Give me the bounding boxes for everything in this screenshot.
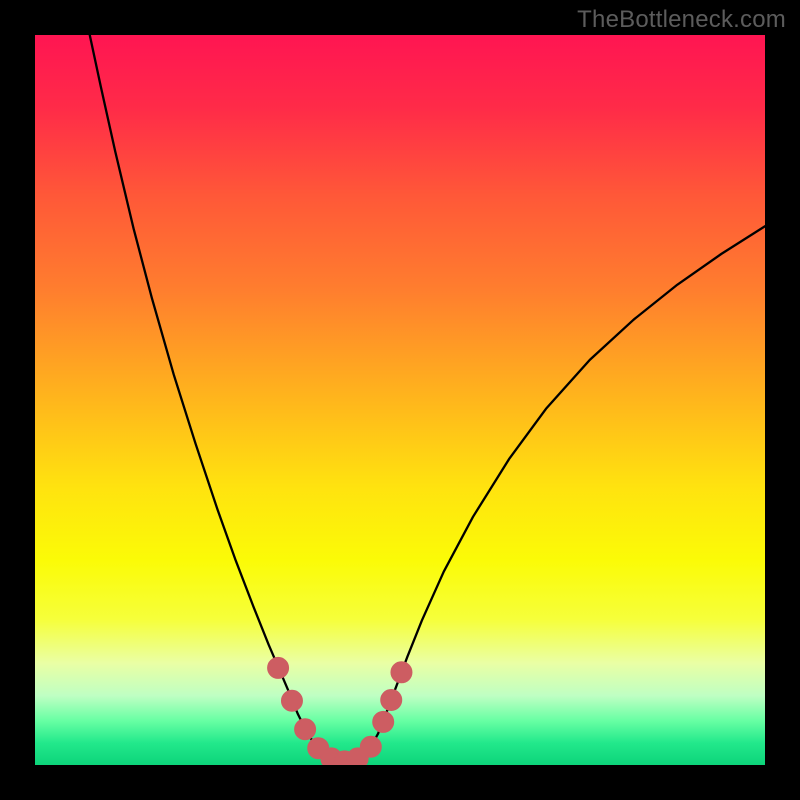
bottleneck-curve <box>90 35 765 761</box>
plot-area <box>35 35 765 765</box>
curve-marker <box>281 690 302 711</box>
curve-marker <box>295 719 316 740</box>
chart-frame: TheBottleneck.com <box>0 0 800 800</box>
watermark-text: TheBottleneck.com <box>577 6 786 34</box>
curve-marker <box>381 690 402 711</box>
curve-marker <box>268 657 289 678</box>
curve-marker <box>360 736 381 757</box>
curve-marker <box>391 662 412 683</box>
bottleneck-curve-chart <box>35 35 765 765</box>
curve-marker <box>373 711 394 732</box>
